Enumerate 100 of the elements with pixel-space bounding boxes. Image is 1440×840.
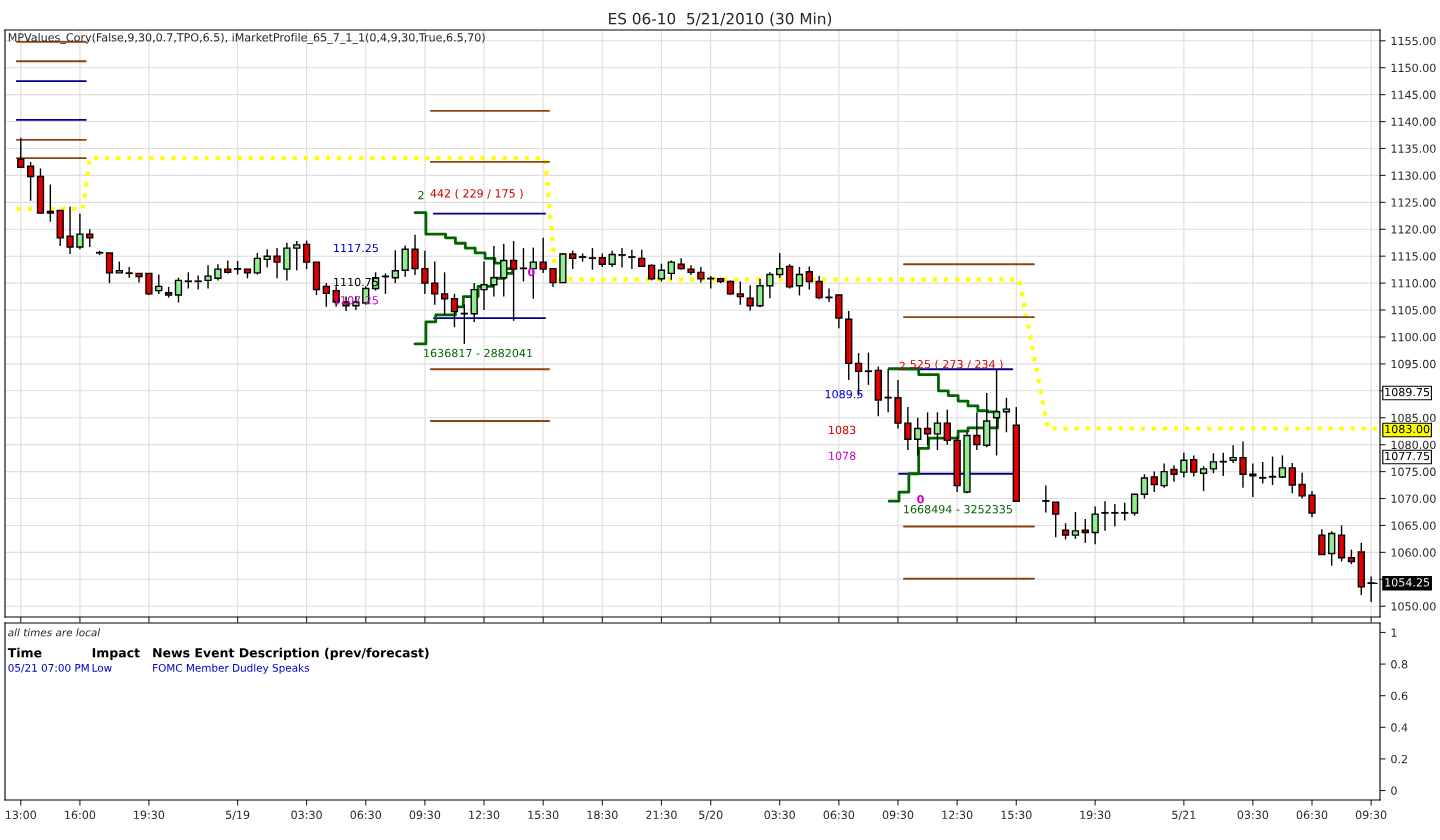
text: 1077.75 xyxy=(1385,451,1430,461)
annotation: 1089.5 xyxy=(825,389,863,399)
x-tick-label: 19:30 xyxy=(1080,810,1111,820)
candlestick xyxy=(992,368,1001,457)
x-tick-label: 18:30 xyxy=(587,810,618,820)
candlestick xyxy=(923,411,932,446)
candlestick xyxy=(1111,503,1119,528)
candlestick xyxy=(1180,452,1188,479)
candlestick xyxy=(973,411,981,451)
y-tick-label: 1125.00 xyxy=(1391,198,1436,207)
y-tick-label: 1070.00 xyxy=(1391,494,1436,503)
annotation: 525 ( 273 / 234 ) xyxy=(910,359,1003,370)
annotation: 1668494 - 3252335 xyxy=(904,504,1012,514)
candlestick xyxy=(480,260,488,311)
candlestick xyxy=(125,266,133,279)
candlestick xyxy=(785,263,794,290)
y-tick-label: 1105.00 xyxy=(1391,306,1436,315)
x-tick-label: 06:30 xyxy=(1296,810,1328,820)
candlestick xyxy=(302,239,311,270)
candlestick xyxy=(1101,500,1109,532)
x-tick-label: 09:30 xyxy=(409,810,441,820)
x-tick-label: 09:30 xyxy=(1355,810,1387,820)
candlestick xyxy=(1249,462,1257,498)
candlestick xyxy=(519,247,528,283)
candlestick xyxy=(1328,530,1336,567)
y-tick-label: 1065.00 xyxy=(1391,521,1436,530)
candlestick xyxy=(1268,455,1277,486)
y-tick-label: 1115.00 xyxy=(1391,252,1436,261)
candlestick xyxy=(1071,511,1080,540)
candlestick xyxy=(1091,505,1099,545)
candlestick xyxy=(263,248,271,269)
candlestick xyxy=(529,246,537,300)
candlestick xyxy=(1160,462,1168,489)
candlestick xyxy=(293,240,301,271)
chart-title: ES 06-10 5/21/2010 (30 Min) xyxy=(609,12,832,27)
annotation: 1078 xyxy=(829,451,856,460)
candlestick xyxy=(1229,444,1237,464)
annotation: 442 ( 229 / 175 ) xyxy=(430,189,523,199)
x-tick-label: 06:30 xyxy=(350,810,382,820)
candlestick xyxy=(746,284,754,312)
candlestick xyxy=(795,266,804,297)
candlestick xyxy=(776,252,784,279)
candlestick xyxy=(283,242,291,282)
y-tick-label: 1140.00 xyxy=(1391,117,1436,126)
candlestick xyxy=(450,293,459,328)
annotation: 05/21 07:00 PM xyxy=(8,663,89,673)
candlestick xyxy=(174,277,183,304)
text: 1089.75 xyxy=(1385,387,1430,397)
annotation: 2 xyxy=(418,190,424,200)
candlestick xyxy=(273,247,281,279)
y-tick-label: 1 xyxy=(1391,628,1397,637)
candlestick xyxy=(539,237,547,274)
x-tick-label: 06:30 xyxy=(823,810,855,820)
candlestick xyxy=(1308,490,1316,519)
x-tick-label: 13:00 xyxy=(5,810,37,820)
y-tick-label: 1080.00 xyxy=(1391,440,1436,450)
candlestick xyxy=(46,183,54,223)
y-tick-label: 1145.00 xyxy=(1391,90,1436,99)
candlestick xyxy=(411,233,419,276)
y-tick-label: 1075.00 xyxy=(1391,467,1436,476)
candlestick xyxy=(145,272,153,296)
candlestick xyxy=(1140,473,1149,500)
candlestick xyxy=(933,411,942,451)
x-tick-label: 5/20 xyxy=(699,810,723,820)
candlestick xyxy=(1219,452,1227,477)
candlestick xyxy=(194,274,202,291)
text: 1083.00 xyxy=(1385,424,1430,434)
x-tick-label: 12:30 xyxy=(942,810,973,820)
y-tick-label: 1120.00 xyxy=(1391,225,1436,234)
candlestick xyxy=(1052,501,1060,538)
candlestick xyxy=(1199,465,1208,492)
y-tick-label: 0.8 xyxy=(1391,660,1408,669)
y-tick-label: 1155.00 xyxy=(1391,36,1436,46)
x-tick-label: 03:30 xyxy=(1237,810,1269,820)
annotation: 1083 xyxy=(829,425,856,435)
annotation: MPValues_Cory(False,9,30,0.7,TPO,6.5), iMarketProfile_65_7_1_1(0,4,9,30,True,6.5,70) xyxy=(8,32,485,44)
annotation: 1117.25 xyxy=(334,243,378,253)
y-tick-label: 1095.00 xyxy=(1391,359,1436,369)
y-tick-label: 1135.00 xyxy=(1391,144,1436,153)
annotation: FOMC Member Dudley Speaks xyxy=(153,663,310,674)
candlestick xyxy=(628,249,636,270)
candlestick xyxy=(835,294,843,330)
candlestick xyxy=(509,240,518,322)
candlestick xyxy=(884,368,892,414)
candlestick xyxy=(26,161,35,202)
candlestick xyxy=(490,245,498,298)
candlestick xyxy=(1298,471,1306,500)
candlestick xyxy=(440,271,449,317)
y-tick-label: 1060.00 xyxy=(1391,548,1436,557)
y-tick-label: 1130.00 xyxy=(1391,171,1436,180)
annotation: Impact xyxy=(92,648,140,660)
y-tick-label: 1100.00 xyxy=(1391,332,1436,342)
candlestick xyxy=(1337,524,1346,563)
y-tick-label: 0.4 xyxy=(1391,723,1408,732)
candlestick xyxy=(1042,484,1050,514)
candlestick xyxy=(460,303,468,345)
x-tick-label: 21:30 xyxy=(646,810,677,820)
candlestick xyxy=(766,271,774,299)
annotation: Low xyxy=(92,664,112,672)
x-tick-label: 5/19 xyxy=(226,810,250,820)
